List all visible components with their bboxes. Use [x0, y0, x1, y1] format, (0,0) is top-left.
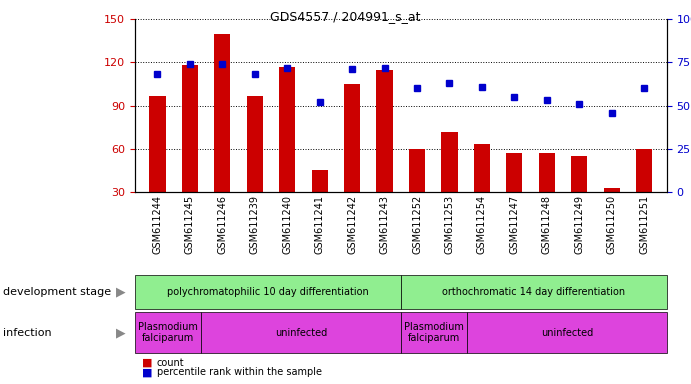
Bar	[247, 96, 263, 235]
Bar	[507, 153, 522, 235]
Text: Plasmodium
falciparum: Plasmodium falciparum	[404, 322, 464, 343]
Text: ▶: ▶	[116, 286, 126, 299]
Bar	[571, 156, 587, 235]
Bar	[636, 149, 652, 235]
Bar	[214, 34, 231, 235]
Bar	[442, 132, 457, 235]
Text: ▶: ▶	[116, 326, 126, 339]
Text: orthochromatic 14 day differentiation: orthochromatic 14 day differentiation	[442, 287, 625, 297]
Bar	[182, 65, 198, 235]
Text: Plasmodium
falciparum: Plasmodium falciparum	[138, 322, 198, 343]
Text: GDS4557 / 204991_s_at: GDS4557 / 204991_s_at	[270, 10, 421, 23]
Bar	[149, 96, 166, 235]
Bar	[344, 84, 360, 235]
Bar	[474, 144, 490, 235]
Bar	[409, 149, 425, 235]
Text: polychromatophilic 10 day differentiation: polychromatophilic 10 day differentiatio…	[167, 287, 368, 297]
Bar	[539, 153, 555, 235]
Text: development stage: development stage	[3, 287, 111, 297]
Text: infection: infection	[3, 328, 52, 338]
Text: percentile rank within the sample: percentile rank within the sample	[157, 367, 322, 377]
Bar	[312, 170, 328, 235]
Text: uninfected: uninfected	[275, 328, 327, 338]
Text: ■: ■	[142, 367, 152, 377]
Bar	[603, 188, 620, 235]
Bar	[279, 67, 295, 235]
Text: count: count	[157, 358, 184, 368]
Bar	[377, 70, 392, 235]
Text: ■: ■	[142, 358, 152, 368]
Text: uninfected: uninfected	[541, 328, 593, 338]
